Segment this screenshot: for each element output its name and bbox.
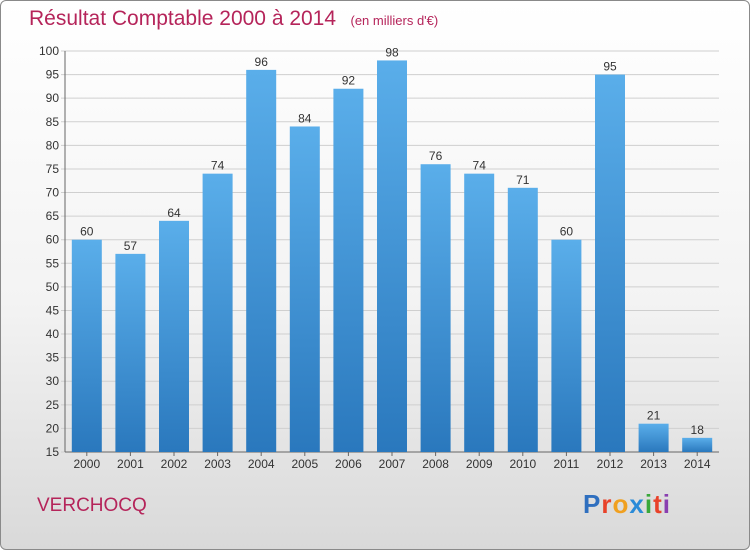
bar-2000 — [71, 239, 102, 452]
x-tick-label-2006: 2006 — [335, 457, 362, 471]
bar-2004 — [246, 69, 277, 452]
x-tick-label-2012: 2012 — [597, 457, 624, 471]
data-label-2011: 60 — [560, 225, 574, 239]
chart-subtitle: (en milliers d'€) — [350, 13, 439, 28]
bar-2006 — [333, 88, 364, 452]
x-tick-label-2001: 2001 — [117, 457, 144, 471]
x-tick-label-2004: 2004 — [248, 457, 275, 471]
data-label-2010: 71 — [516, 173, 530, 187]
x-tick-label-2014: 2014 — [684, 457, 711, 471]
label-layer: 15 20 25 30 35 40 45 50 55 60 65 70 75 80 85 90 95 100 60 2… — [39, 44, 711, 471]
data-label-2007: 98 — [385, 45, 399, 59]
bar-2010 — [507, 187, 538, 452]
data-label-2001: 57 — [124, 239, 138, 253]
proxiti-logo[interactable]: Proxiti — [583, 489, 671, 520]
y-tick-label: 40 — [46, 327, 60, 341]
data-label-2005: 84 — [298, 111, 312, 125]
bar-2007 — [377, 60, 407, 452]
title-row: Résultat Comptable 2000 à 2014 (en milli… — [29, 7, 438, 31]
bar-2013 — [638, 423, 669, 452]
x-tick-label-2008: 2008 — [422, 457, 449, 471]
y-tick-label: 25 — [46, 398, 60, 412]
data-label-2009: 74 — [473, 159, 487, 173]
y-tick-label: 90 — [46, 91, 60, 105]
logo-letter: t — [653, 489, 663, 519]
x-tick-label-2011: 2011 — [553, 457, 579, 471]
y-tick-label: 50 — [46, 280, 60, 294]
x-tick-label-2000: 2000 — [73, 457, 100, 471]
chart-title: Résultat Comptable 2000 à 2014 — [29, 7, 337, 30]
bar-2005 — [289, 126, 320, 452]
y-tick-label: 45 — [46, 303, 60, 317]
x-tick-label-2010: 2010 — [509, 457, 536, 471]
logo-letter: i — [662, 489, 671, 519]
y-tick-label: 80 — [46, 138, 60, 152]
bar-2011 — [551, 239, 582, 452]
bar-2001 — [115, 253, 146, 452]
bar-2009 — [464, 173, 495, 453]
bar-2008 — [420, 164, 451, 453]
x-tick-label-2009: 2009 — [466, 457, 493, 471]
y-tick-label: 20 — [46, 421, 60, 435]
x-tick-label-2005: 2005 — [291, 457, 318, 471]
y-tick-label: 75 — [46, 162, 60, 176]
bar-2014 — [682, 437, 713, 452]
data-label-2003: 74 — [211, 159, 225, 173]
y-tick-label: 65 — [46, 209, 60, 223]
town-name: VERCHOCQ — [37, 495, 147, 516]
logo-letter: i — [644, 489, 654, 519]
x-tick-label-2013: 2013 — [640, 457, 667, 471]
data-label-2008: 76 — [429, 149, 443, 163]
y-tick-label: 95 — [46, 68, 60, 82]
y-tick-label: 100 — [39, 44, 59, 58]
logo-letter: P — [583, 489, 602, 519]
y-tick-label: 35 — [46, 351, 60, 365]
x-tick-label-2003: 2003 — [204, 457, 231, 471]
y-tick-label: 85 — [46, 115, 60, 129]
y-tick-label: 30 — [46, 374, 60, 388]
logo-letter: x — [629, 489, 645, 519]
bar-2012 — [595, 74, 625, 453]
bar-2003 — [202, 173, 233, 453]
data-label-2000: 60 — [80, 225, 94, 239]
data-label-2013: 21 — [647, 409, 661, 423]
logo-letter: o — [612, 489, 630, 519]
x-tick-label-2002: 2002 — [161, 457, 188, 471]
y-tick-label: 70 — [46, 186, 60, 200]
data-label-2014: 18 — [691, 423, 705, 437]
logo-letter: r — [601, 489, 613, 519]
data-label-2006: 92 — [342, 74, 356, 88]
y-tick-label: 55 — [46, 256, 60, 270]
x-tick-label-2007: 2007 — [379, 457, 406, 471]
data-label-2012: 95 — [603, 60, 617, 74]
bar-layer — [71, 60, 713, 453]
y-tick-label: 15 — [46, 445, 60, 459]
data-label-2004: 96 — [255, 55, 269, 69]
data-label-2002: 64 — [167, 206, 181, 220]
bar-2002 — [159, 220, 189, 452]
y-tick-label: 60 — [46, 233, 60, 247]
